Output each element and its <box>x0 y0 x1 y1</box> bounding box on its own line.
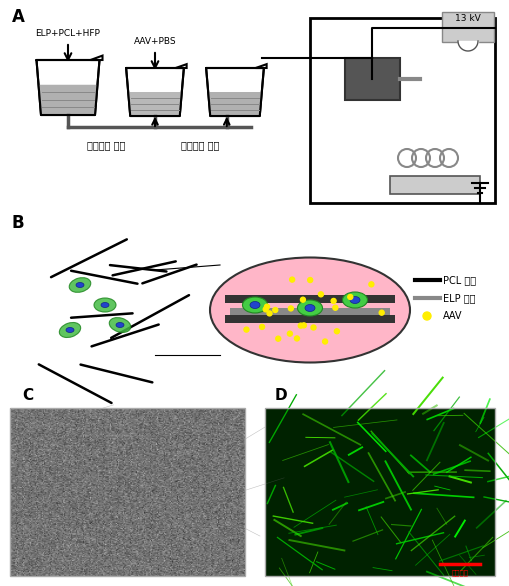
Ellipse shape <box>94 298 116 312</box>
Text: AAV+PBS: AAV+PBS <box>134 37 176 46</box>
Circle shape <box>290 277 295 282</box>
Polygon shape <box>176 64 187 68</box>
Circle shape <box>298 323 303 328</box>
Polygon shape <box>91 56 102 60</box>
Text: ELP+PCL+HFP: ELP+PCL+HFP <box>36 29 100 38</box>
Circle shape <box>265 304 269 309</box>
Ellipse shape <box>210 257 410 363</box>
Ellipse shape <box>305 305 315 312</box>
Circle shape <box>289 306 293 311</box>
Bar <box>265 408 495 576</box>
Ellipse shape <box>116 322 124 328</box>
Circle shape <box>333 305 338 310</box>
Polygon shape <box>39 85 97 115</box>
Circle shape <box>267 311 272 316</box>
Circle shape <box>276 336 281 341</box>
Ellipse shape <box>343 292 367 308</box>
Circle shape <box>263 307 268 312</box>
FancyBboxPatch shape <box>225 295 395 303</box>
Circle shape <box>301 323 306 328</box>
Circle shape <box>331 298 336 304</box>
Text: 방새도록 교반: 방새도록 교반 <box>88 140 126 150</box>
Circle shape <box>323 339 328 344</box>
Text: A: A <box>12 8 25 26</box>
Circle shape <box>369 282 374 287</box>
Circle shape <box>288 331 292 336</box>
Text: 13 kV: 13 kV <box>455 14 481 23</box>
Ellipse shape <box>250 302 260 308</box>
Circle shape <box>294 336 299 341</box>
Circle shape <box>348 295 353 299</box>
FancyBboxPatch shape <box>442 12 494 42</box>
Circle shape <box>307 278 313 282</box>
Bar <box>10 408 245 576</box>
Text: C: C <box>22 388 33 403</box>
Text: PCL 사슬: PCL 사슬 <box>443 275 476 285</box>
Ellipse shape <box>242 297 268 313</box>
Circle shape <box>311 325 316 330</box>
Circle shape <box>319 292 323 297</box>
Ellipse shape <box>350 297 360 304</box>
Ellipse shape <box>69 278 91 292</box>
FancyBboxPatch shape <box>310 18 495 203</box>
Circle shape <box>300 297 305 302</box>
Polygon shape <box>208 92 262 116</box>
Circle shape <box>334 329 340 334</box>
Circle shape <box>423 312 431 320</box>
Text: 방새도록 교반: 방새도록 교반 <box>181 140 219 150</box>
FancyBboxPatch shape <box>345 58 400 100</box>
Ellipse shape <box>297 300 323 316</box>
FancyBboxPatch shape <box>390 176 480 194</box>
Text: 스케일바: 스케일바 <box>451 569 468 575</box>
Bar <box>265 408 495 576</box>
Text: D: D <box>275 388 288 403</box>
Text: AAV: AAV <box>443 311 463 321</box>
FancyBboxPatch shape <box>230 308 390 315</box>
Circle shape <box>260 325 265 329</box>
Circle shape <box>379 310 384 315</box>
Circle shape <box>244 327 249 332</box>
Circle shape <box>273 308 278 312</box>
Ellipse shape <box>101 302 109 308</box>
Ellipse shape <box>66 328 74 332</box>
Polygon shape <box>128 92 182 116</box>
Ellipse shape <box>60 322 80 338</box>
Text: ELP 사슬: ELP 사슬 <box>443 293 475 303</box>
FancyBboxPatch shape <box>225 315 395 323</box>
Text: B: B <box>12 214 24 232</box>
Ellipse shape <box>109 318 131 332</box>
Ellipse shape <box>76 282 84 288</box>
Polygon shape <box>256 64 267 68</box>
